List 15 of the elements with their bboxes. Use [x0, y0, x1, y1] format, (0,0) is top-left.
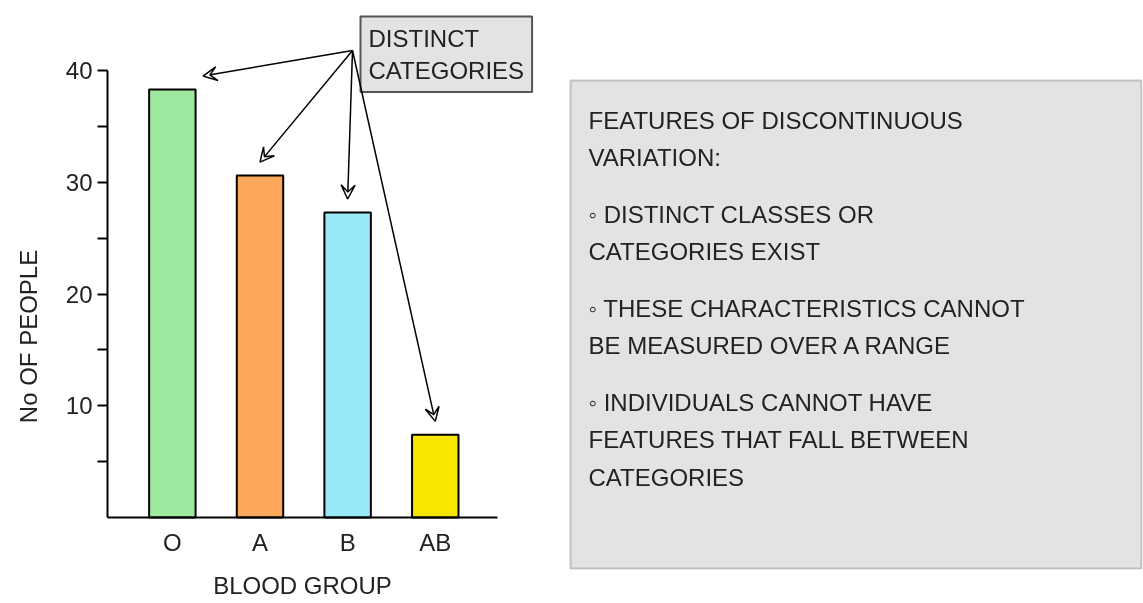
x-tick-label: A	[251, 528, 269, 556]
y-tick-label: 10	[65, 392, 93, 420]
y-tick-label: 30	[65, 168, 93, 196]
annotation: DISTINCT CATEGORIES	[368, 24, 525, 84]
text: ◦ THESE CHARACTERISTICS CANNOT BE MEASURED OVER A RANGE	[588, 294, 1025, 360]
text: FEATURES OF DISCONTINUOUS VARIATION:	[588, 106, 963, 172]
x-axis-title: BLOOD GROUP	[213, 572, 392, 599]
text: ◦ DISTINCT CLASSES OR CATEGORIES EXIST	[588, 200, 874, 266]
y-axis-title: No OF PEOPLE	[15, 249, 42, 424]
y-tick-label: 40	[65, 57, 93, 84]
x-tick-label: AB	[419, 528, 452, 556]
text: ◦ INDIVIDUALS CANNOT HAVE FEATURES THAT FALL BETWEEN CATEGORIES	[588, 388, 969, 492]
x-tick-label: B	[339, 528, 356, 556]
y-tick-label: 20	[65, 280, 93, 308]
x-tick-label: O	[163, 528, 182, 556]
